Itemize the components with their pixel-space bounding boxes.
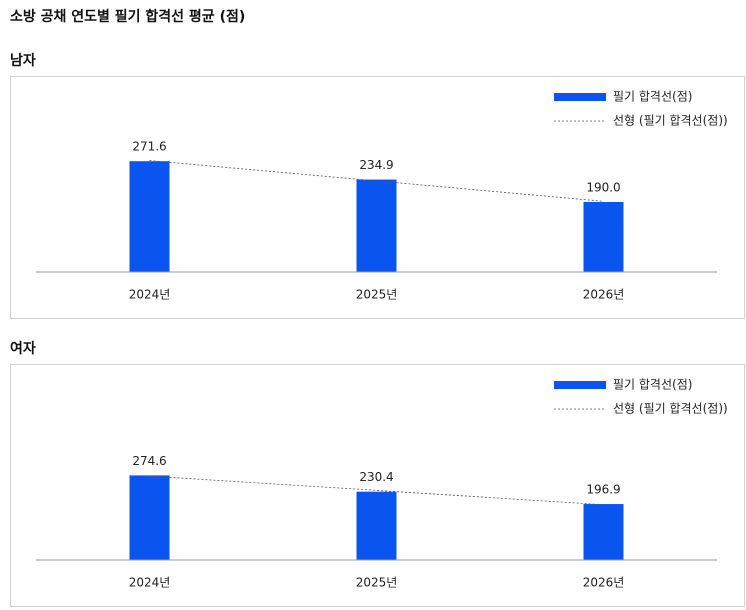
value-label: 230.4 (359, 470, 393, 484)
x-tick-label: 2024년 (129, 576, 171, 590)
x-tick-label: 2026년 (583, 576, 625, 590)
chart-box: 2024년 2025년 2026년 274.6 230.4 196.9 필기 합격선(점) 선… (10, 364, 745, 607)
x-tick-label: 2025년 (356, 288, 398, 302)
legend-label: 선형 (필기 합격선(점)) (613, 114, 728, 128)
legend-swatch (554, 381, 606, 389)
page-title: 소방 공채 연도별 필기 합격선 평균 (점) (10, 9, 246, 25)
bar (356, 491, 397, 560)
x-tick-label: 2026년 (583, 288, 625, 302)
bar (129, 475, 170, 560)
value-label: 271.6 (132, 140, 166, 154)
chart: 2024년 2025년 2026년 271.6 234.9 190.0 필기 합격선(점) 선… (36, 90, 728, 302)
value-label: 234.9 (359, 158, 393, 172)
chart-heading: 남자 (10, 53, 36, 69)
x-tick-label: 2024년 (129, 288, 171, 302)
value-label: 190.0 (586, 181, 620, 195)
chart-box: 2024년 2025년 2026년 271.6 234.9 190.0 필기 합격선(점) 선… (10, 76, 745, 319)
bar (129, 161, 170, 272)
legend-label: 필기 합격선(점) (613, 378, 692, 392)
value-label: 196.9 (586, 483, 620, 497)
legend-label: 필기 합격선(점) (613, 90, 692, 104)
chart-heading: 여자 (10, 341, 36, 357)
chart: 2024년 2025년 2026년 274.6 230.4 196.9 필기 합격선(점) 선… (36, 378, 728, 590)
x-tick-label: 2025년 (356, 576, 398, 590)
bar (356, 179, 397, 272)
legend-label: 선형 (필기 합격선(점)) (613, 402, 728, 416)
value-label: 274.6 (132, 454, 166, 468)
legend-swatch (554, 93, 606, 101)
bar (583, 504, 624, 560)
bar (583, 202, 624, 272)
